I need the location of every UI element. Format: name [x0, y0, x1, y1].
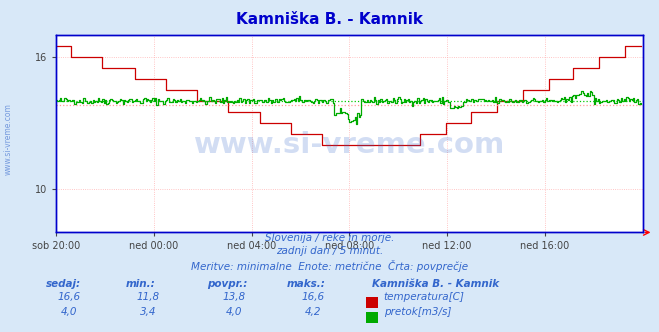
Text: 16,6: 16,6 [301, 292, 325, 302]
Text: Kamniška B. - Kamnik: Kamniška B. - Kamnik [236, 12, 423, 27]
Text: 3,4: 3,4 [140, 307, 157, 317]
Text: 13,8: 13,8 [222, 292, 246, 302]
Text: temperatura[C]: temperatura[C] [384, 292, 465, 302]
Text: 16,6: 16,6 [57, 292, 81, 302]
Text: 11,8: 11,8 [136, 292, 160, 302]
Text: Kamniška B. - Kamnik: Kamniška B. - Kamnik [372, 279, 500, 289]
Text: 4,0: 4,0 [225, 307, 243, 317]
Text: povpr.:: povpr.: [208, 279, 248, 289]
Text: www.si-vreme.com: www.si-vreme.com [194, 131, 505, 159]
Text: 4,2: 4,2 [304, 307, 322, 317]
Text: www.si-vreme.com: www.si-vreme.com [3, 104, 13, 175]
Text: maks.:: maks.: [287, 279, 326, 289]
Text: Meritve: minimalne  Enote: metrične  Črta: povprečje: Meritve: minimalne Enote: metrične Črta:… [191, 260, 468, 272]
Text: sedaj:: sedaj: [46, 279, 81, 289]
Text: zadnji dan / 5 minut.: zadnji dan / 5 minut. [276, 246, 383, 256]
Text: min.:: min.: [125, 279, 155, 289]
Text: Slovenija / reke in morje.: Slovenija / reke in morje. [265, 233, 394, 243]
Text: 4,0: 4,0 [61, 307, 78, 317]
Text: pretok[m3/s]: pretok[m3/s] [384, 307, 451, 317]
